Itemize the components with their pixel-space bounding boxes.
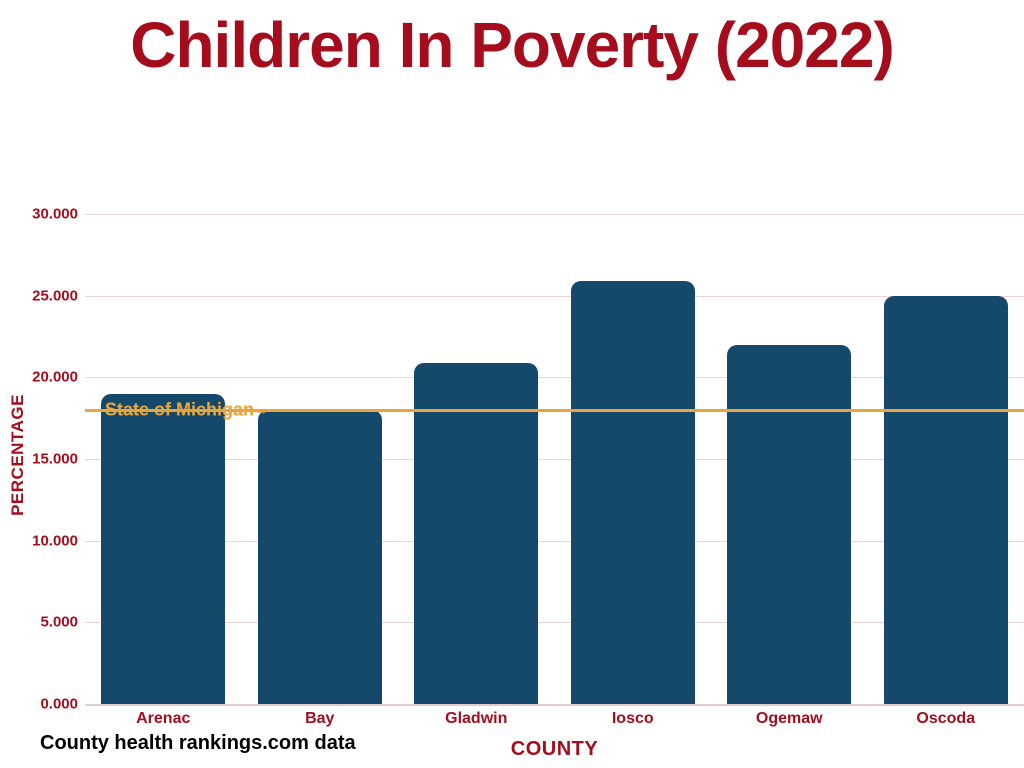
xtick-label-iosco: Iosco: [611, 710, 654, 727]
state-of-michigan-reference-line: [85, 409, 1024, 412]
gridline-30: [85, 214, 1024, 215]
bar-arenac: [101, 393, 226, 704]
gridline-20: [85, 377, 1024, 379]
ytick-label-25: 25.000: [32, 287, 78, 305]
right-arrow-icon: →: [254, 401, 269, 418]
bar-gladwin: [414, 362, 539, 704]
gridline-15: [85, 459, 1024, 460]
ytick-label-5: 5.000: [40, 613, 78, 631]
ytick-label-20: 20.000: [32, 368, 78, 386]
xtick-label-gladwin: Gladwin: [445, 710, 508, 727]
gridline-10: [85, 540, 1024, 542]
xtick-label-arenac: Arenac: [136, 710, 191, 727]
gridline-5: [85, 622, 1024, 624]
ytick-label-10: 10.000: [32, 532, 78, 550]
bar-iosco: [570, 280, 695, 704]
state-of-michigan-label: State of Michigan→: [105, 399, 269, 420]
bar-oscoda: [883, 295, 1008, 704]
xtick-label-oscoda: Oscoda: [916, 710, 976, 727]
bar-ogemaw: [727, 344, 852, 704]
ytick-label-30: 30.000: [32, 205, 78, 223]
source-footnote: County health rankings.com data: [40, 732, 356, 754]
gridline-25: [85, 295, 1024, 297]
x-axis-title: COUNTY: [510, 738, 599, 760]
ytick-label-0: 0.000: [40, 695, 78, 713]
chart-title: Children In Poverty (2022): [130, 9, 895, 81]
bar-bay: [257, 410, 382, 704]
gridline-0: [85, 704, 1024, 706]
xtick-label-ogemaw: Ogemaw: [755, 710, 823, 727]
xtick-label-bay: Bay: [305, 710, 335, 727]
ytick-label-15: 15.000: [32, 450, 78, 468]
